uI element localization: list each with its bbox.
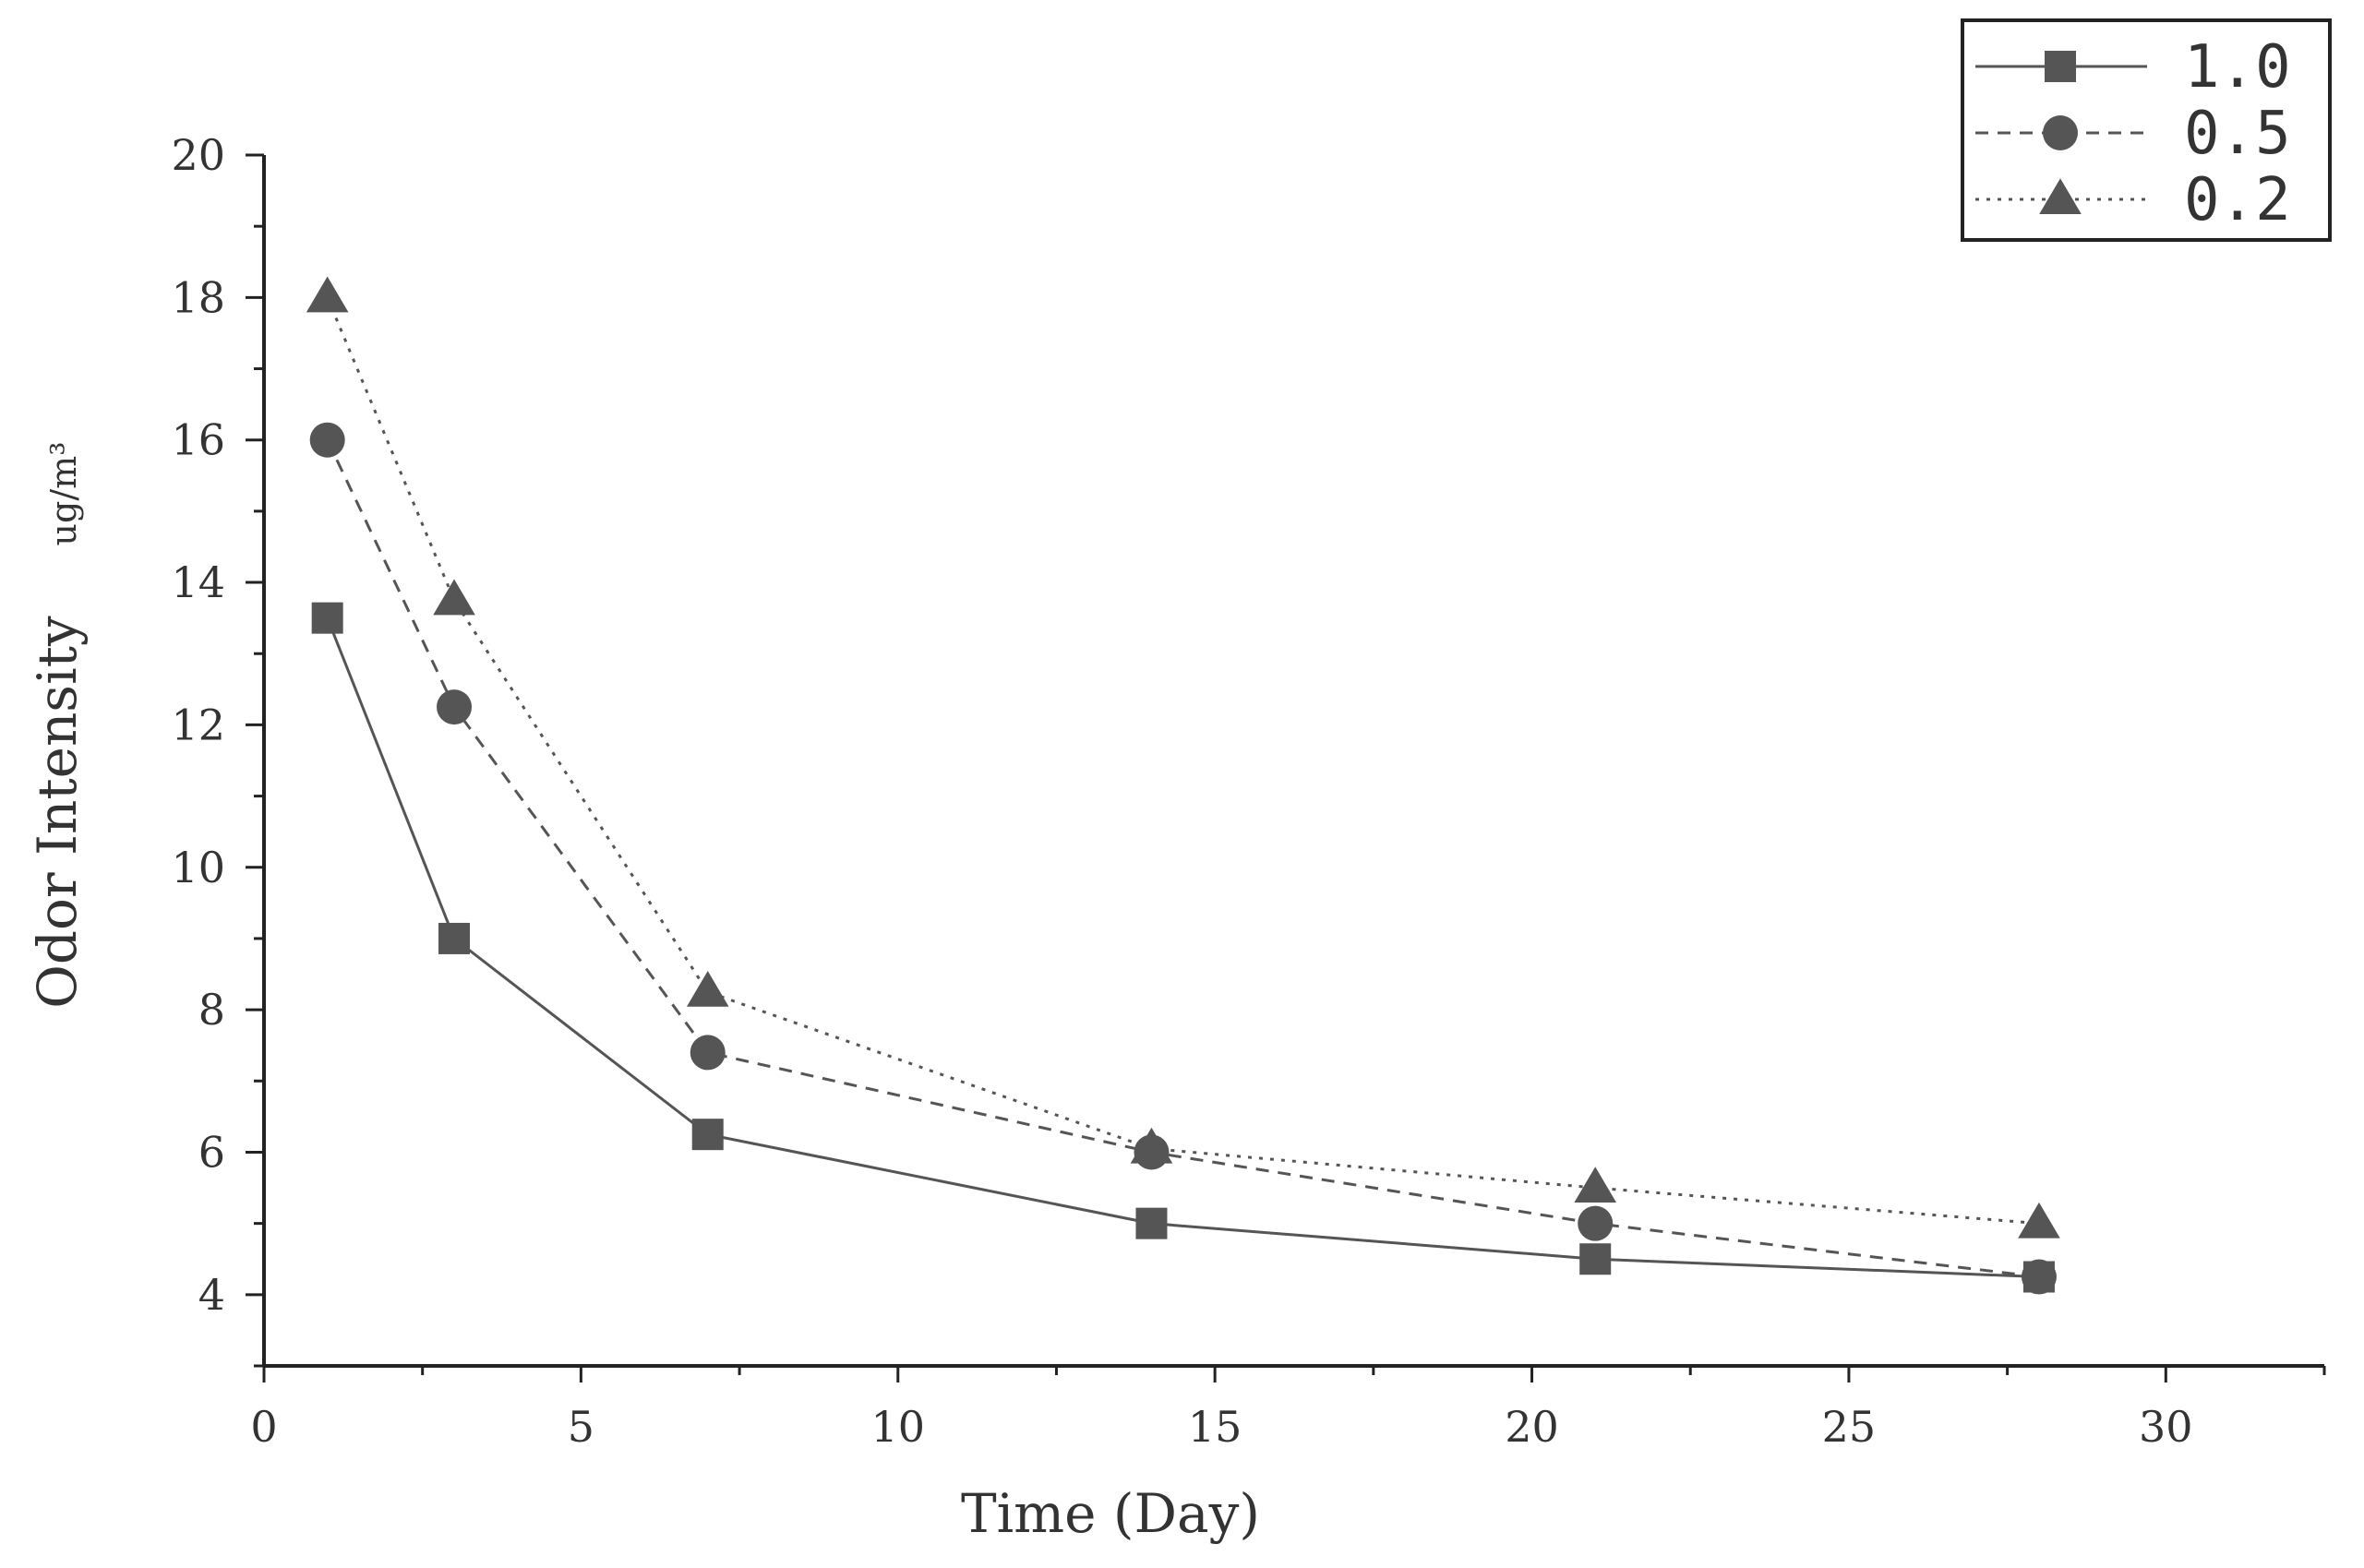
- x-tick-label: 15: [1188, 1402, 1242, 1452]
- legend-marker-circle: [2043, 115, 2078, 150]
- y-tick-label: 8: [198, 985, 225, 1035]
- series-layer: [306, 276, 2060, 1295]
- x-tick-label: 25: [1822, 1402, 1877, 1452]
- y-tick-label: 20: [171, 130, 225, 180]
- data-point-circle: [437, 689, 473, 725]
- x-tick-label: 0: [250, 1402, 277, 1452]
- y-tick-label: 4: [198, 1270, 225, 1320]
- data-point-triangle: [2018, 1202, 2060, 1239]
- data-point-square: [311, 602, 343, 634]
- x-tick-label: 30: [2139, 1402, 2193, 1452]
- y-axis-title: Odor Intensity: [26, 616, 89, 1009]
- legend-marker-triangle: [2039, 178, 2082, 214]
- series-0.5: [309, 422, 2057, 1295]
- data-point-triangle: [1574, 1167, 1617, 1203]
- x-tick-label: 20: [1505, 1402, 1559, 1452]
- legend-label: 0.5: [2184, 100, 2291, 168]
- data-point-circle: [1578, 1205, 1614, 1241]
- legend-label: 1.0: [2184, 33, 2291, 102]
- data-point-triangle: [686, 971, 729, 1007]
- axes-layer: 0 5 10 15 20 25 30 4 6 8 10 12 14 16 18 20 Time (Day) Odo…: [26, 130, 2326, 1545]
- data-point-circle: [309, 422, 345, 458]
- legend: 1.00.50.2: [1961, 18, 2332, 242]
- y-tick-label: 14: [171, 557, 225, 607]
- series-line: [326, 439, 2040, 1279]
- data-point-square: [438, 922, 471, 954]
- x-tick-label: 5: [568, 1402, 594, 1452]
- x-axis-title: Time (Day): [961, 1482, 1260, 1545]
- series-0.2: [306, 276, 2060, 1239]
- series-line: [326, 617, 2040, 1279]
- legend-marker-square: [2045, 51, 2076, 82]
- data-point-circle: [2021, 1259, 2057, 1295]
- series-1.0: [311, 602, 2055, 1293]
- data-point-square: [1135, 1207, 1168, 1239]
- y-tick-label: 16: [171, 415, 225, 465]
- data-point-triangle: [306, 276, 349, 313]
- y-tick-label: 10: [171, 843, 225, 892]
- y-tick-label: 18: [171, 272, 225, 322]
- legend-box: [1961, 18, 2332, 242]
- x-tick-label: 10: [870, 1402, 925, 1452]
- data-point-triangle: [1130, 1127, 1173, 1164]
- data-point-triangle: [433, 579, 475, 616]
- data-point-circle: [690, 1035, 726, 1071]
- legend-label: 0.2: [2184, 166, 2291, 234]
- y-tick-label: 6: [198, 1127, 225, 1177]
- y-tick-label: 12: [171, 700, 225, 749]
- series-line: [326, 296, 2040, 1226]
- data-point-square: [1579, 1243, 1612, 1275]
- y-axis-unit: ug/m³: [43, 442, 84, 546]
- data-point-square: [691, 1119, 724, 1151]
